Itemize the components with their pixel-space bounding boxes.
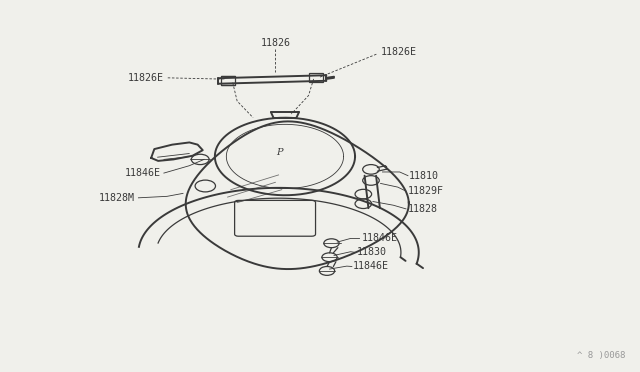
FancyBboxPatch shape bbox=[308, 73, 323, 82]
Circle shape bbox=[195, 180, 216, 192]
Text: 11826: 11826 bbox=[260, 38, 291, 48]
FancyBboxPatch shape bbox=[221, 76, 236, 85]
Text: 11830: 11830 bbox=[357, 247, 387, 257]
Text: 11829F: 11829F bbox=[408, 186, 444, 196]
Text: 11846E: 11846E bbox=[125, 168, 161, 178]
Text: P: P bbox=[276, 148, 283, 157]
Text: 11810: 11810 bbox=[409, 171, 439, 181]
Text: 11828M: 11828M bbox=[99, 193, 135, 203]
Text: 11826E: 11826E bbox=[128, 73, 164, 83]
Text: 11846E: 11846E bbox=[362, 233, 397, 243]
Text: 11826E: 11826E bbox=[381, 47, 417, 57]
Text: 11828: 11828 bbox=[408, 204, 438, 214]
Text: ^ 8 )0068: ^ 8 )0068 bbox=[577, 350, 626, 359]
Text: 11846E: 11846E bbox=[353, 262, 389, 272]
